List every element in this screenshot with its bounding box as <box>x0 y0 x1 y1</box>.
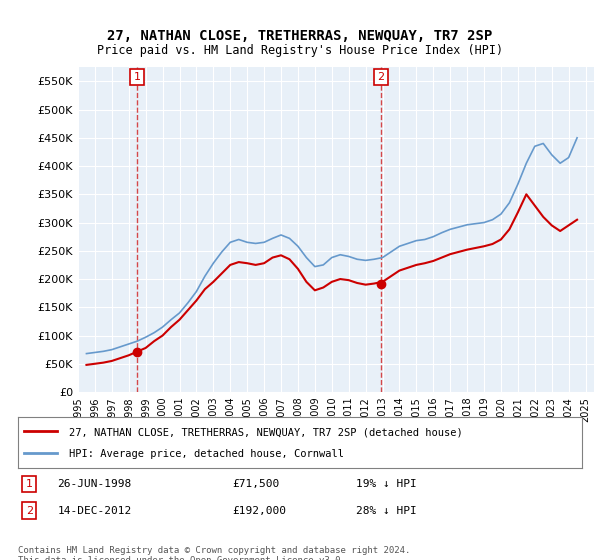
Text: £192,000: £192,000 <box>232 506 286 516</box>
Text: Contains HM Land Registry data © Crown copyright and database right 2024.
This d: Contains HM Land Registry data © Crown c… <box>18 546 410 560</box>
Text: 1: 1 <box>26 479 33 489</box>
Text: 27, NATHAN CLOSE, TRETHERRAS, NEWQUAY, TR7 2SP: 27, NATHAN CLOSE, TRETHERRAS, NEWQUAY, T… <box>107 29 493 44</box>
Text: 26-JUN-1998: 26-JUN-1998 <box>58 479 132 489</box>
Text: 1: 1 <box>134 72 141 82</box>
Text: 14-DEC-2012: 14-DEC-2012 <box>58 506 132 516</box>
Text: 2: 2 <box>26 506 33 516</box>
Text: 19% ↓ HPI: 19% ↓ HPI <box>356 479 417 489</box>
Text: £71,500: £71,500 <box>232 479 280 489</box>
Text: 28% ↓ HPI: 28% ↓ HPI <box>356 506 417 516</box>
Text: 27, NATHAN CLOSE, TRETHERRAS, NEWQUAY, TR7 2SP (detached house): 27, NATHAN CLOSE, TRETHERRAS, NEWQUAY, T… <box>69 427 463 437</box>
Text: 2: 2 <box>377 72 385 82</box>
Text: HPI: Average price, detached house, Cornwall: HPI: Average price, detached house, Corn… <box>69 450 344 460</box>
Text: Price paid vs. HM Land Registry's House Price Index (HPI): Price paid vs. HM Land Registry's House … <box>97 44 503 57</box>
